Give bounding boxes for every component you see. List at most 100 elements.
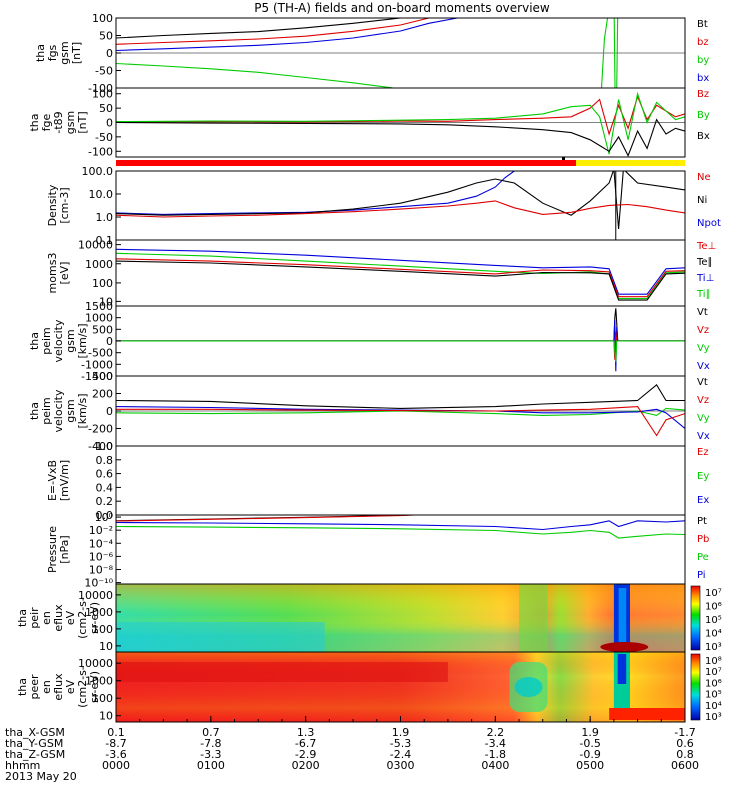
panel-1: Bt bz by bx 100 50 0 -50 -100 tha fgs gsm [nT] xyxy=(34,12,709,95)
y-tick-label: 100 xyxy=(92,277,113,290)
state-bar xyxy=(116,157,685,166)
colorbar-tick-label: 10⁸ xyxy=(705,656,722,667)
colorbar xyxy=(690,585,701,651)
ephemeris-value: -3.3 xyxy=(200,748,221,761)
y-tick-label: -200 xyxy=(88,423,113,436)
colorbar-tick-label: 10⁴ xyxy=(705,701,722,712)
ephemeris-value: -6.7 xyxy=(295,737,316,750)
series-line xyxy=(116,200,685,218)
legend-entry: Vt xyxy=(697,307,708,318)
spectrogram-low-energy xyxy=(600,642,649,652)
y-axis-label-line: [km/s] xyxy=(76,393,89,428)
y-axis-label-line: (cm2-s- xyxy=(76,666,89,708)
y-axis-label-line: peer xyxy=(28,674,41,700)
y-axis-label-line: [nT] xyxy=(76,111,89,133)
y-axis-label-line: fgs xyxy=(46,44,59,61)
colorbar-tick-label: 10⁶ xyxy=(705,678,722,689)
legend-entry: Pb xyxy=(697,534,709,545)
y-tick-label: 0 xyxy=(106,117,113,130)
y-axis-label-line: gsm xyxy=(64,329,77,352)
panel-frame xyxy=(115,170,686,241)
panel-7: Ez Ey Ex 1.00.80.60.40.20.0 E=-VxB [mV/m] xyxy=(46,440,709,522)
ephemeris-value: -0.9 xyxy=(579,748,600,761)
series-line xyxy=(116,94,685,136)
y-axis-label-line: [cm-3] xyxy=(58,187,71,223)
y-tick-label: 10⁻² xyxy=(89,524,113,537)
colorbar-tick-label: 10³ xyxy=(705,712,722,723)
y-tick-label: 1500 xyxy=(85,300,113,313)
legend-entry: By xyxy=(697,110,710,121)
ephemeris-value: 0600 xyxy=(671,759,699,772)
panel-8-plot xyxy=(116,515,685,539)
y-tick-label: 0 xyxy=(106,47,113,60)
panel-3-plot xyxy=(116,171,685,240)
series-line xyxy=(116,18,432,45)
ephemeris-row-label: tha_X-GSM xyxy=(5,726,65,739)
ephemeris-value: 0400 xyxy=(481,759,509,772)
legend-entry: Vz xyxy=(697,395,709,406)
series-line xyxy=(116,308,685,342)
series-line xyxy=(116,258,685,298)
ephemeris-value: -3.4 xyxy=(485,737,506,750)
y-tick-label: 10⁻¹⁰ xyxy=(84,577,113,590)
legend-entry: Vx xyxy=(697,361,710,372)
series-line xyxy=(116,406,685,437)
ephemeris-value: -5.3 xyxy=(390,737,411,750)
y-tick-label: 0 xyxy=(106,335,113,348)
ephemeris-value: 1.9 xyxy=(392,726,410,739)
y-tick-label: 10 xyxy=(99,710,113,723)
legend-entry: Te⊥ xyxy=(696,241,716,252)
y-axis-label-line: sr-eV) xyxy=(88,671,101,703)
ephemeris-value: 0200 xyxy=(292,759,320,772)
y-axis-label-line: Pressure xyxy=(46,526,59,573)
ephemeris-value: -1.8 xyxy=(485,748,506,761)
ephemeris-value: 1.3 xyxy=(297,726,315,739)
series-line xyxy=(116,18,619,88)
state-bar-yellow xyxy=(576,160,685,166)
legend-entry: Vy xyxy=(697,343,710,354)
y-tick-label: 1000 xyxy=(85,675,113,688)
colorbar-tick-label: 10³ xyxy=(705,642,722,653)
y-axis-label: moms3 [eV] xyxy=(46,253,71,294)
y-axis-label-line: [nPa] xyxy=(58,535,71,563)
legend-entry: Vy xyxy=(697,413,710,424)
y-tick-label: 1.0 xyxy=(96,211,114,224)
y-axis-label-line: gsm xyxy=(58,41,71,64)
y-axis-label-line: tha xyxy=(28,113,41,131)
ephemeris-value: -2.4 xyxy=(390,748,411,761)
ephemeris-value: 0.1 xyxy=(107,726,125,739)
ephemeris-value: -3.6 xyxy=(105,748,126,761)
legend-entry: Npot xyxy=(697,218,721,229)
series-line xyxy=(116,525,685,539)
y-tick-label: -100 xyxy=(88,82,113,95)
y-axis-label: tha fge -t89 gsm [nT] xyxy=(28,111,89,134)
legend-entry: Pe xyxy=(697,552,709,563)
spectrogram-core xyxy=(514,677,543,697)
y-tick-label: 10⁻⁶ xyxy=(89,550,114,563)
y-axis-label-line: velocity xyxy=(52,319,65,362)
panel-2-plot xyxy=(116,91,685,157)
panel-3: Ne Ni Npot 100.0 10.0 1.0 0.1 Density [cm-3] xyxy=(46,165,721,247)
legend-entry: by xyxy=(697,55,709,66)
y-tick-label: 0.4 xyxy=(96,481,114,494)
y-tick-label: 10000 xyxy=(78,239,113,252)
y-axis-label: Pressure [nPa] xyxy=(46,526,71,573)
ephemeris-value: 2.2 xyxy=(487,726,505,739)
legend-entry: Vx xyxy=(697,431,710,442)
y-axis-label-line: velocity xyxy=(52,389,65,432)
y-tick-label: -400 xyxy=(88,440,113,453)
y-axis-label-line: tha xyxy=(34,44,47,62)
legend-entry: Vz xyxy=(697,325,709,336)
y-axis-label-line: peim xyxy=(40,397,53,425)
spectrogram-low-energy xyxy=(609,708,685,720)
series-line xyxy=(116,340,685,363)
y-tick-label: 10.0 xyxy=(89,188,114,201)
ephemeris-value: -2.9 xyxy=(295,748,316,761)
y-tick-label: 0.6 xyxy=(96,468,114,481)
panel-1-plot xyxy=(116,18,685,88)
y-axis-label-line: gsm xyxy=(64,399,77,422)
